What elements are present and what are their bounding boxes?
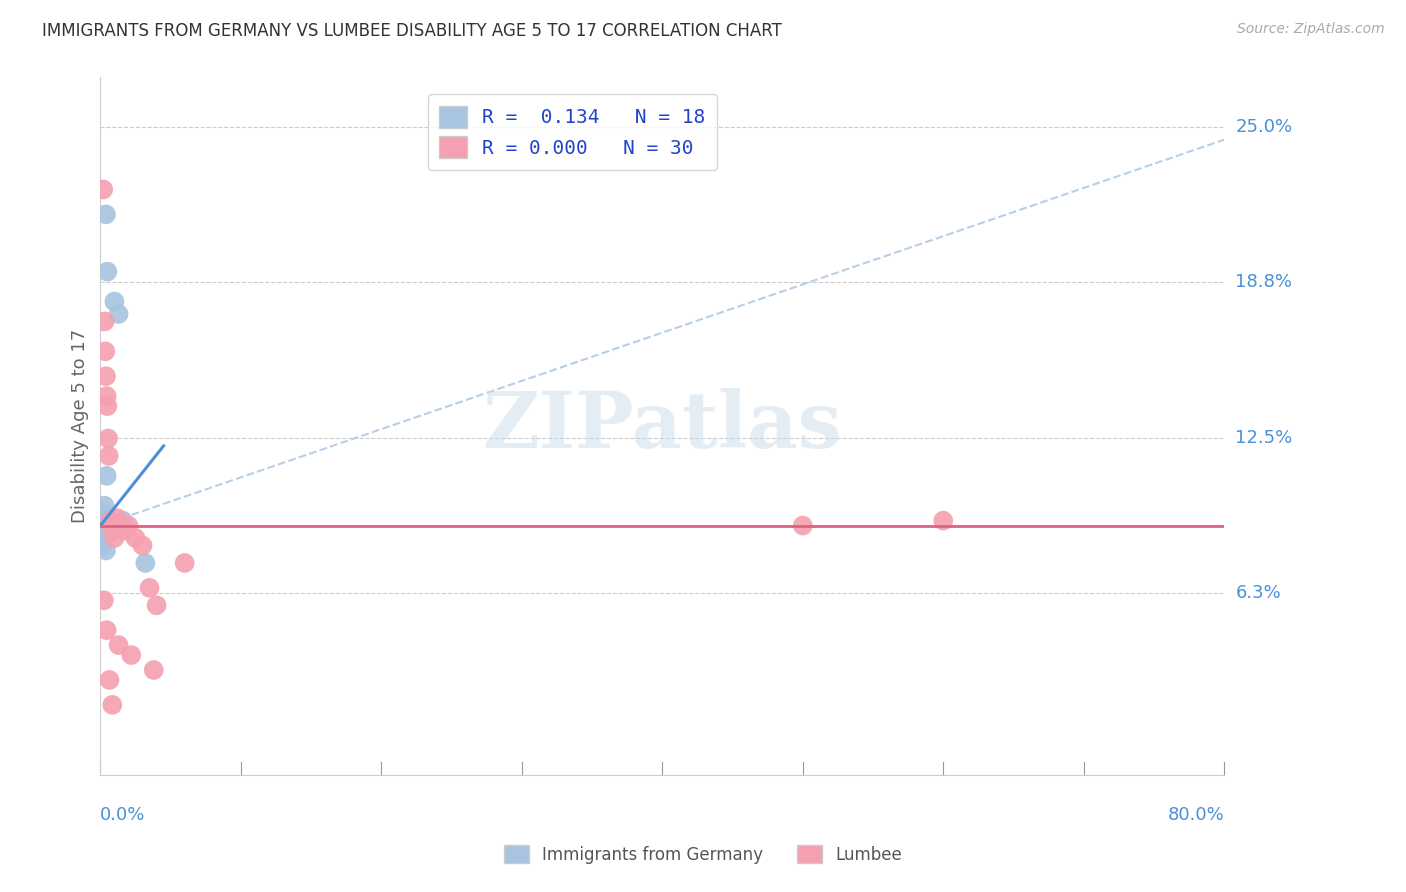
Point (173, 556, 195, 570)
Point (93, 314, 115, 328)
Point (96, 511, 118, 525)
Point (94, 543, 117, 558)
Point (932, 514, 955, 528)
Text: 6.3%: 6.3% (1236, 584, 1281, 602)
Text: Source: ZipAtlas.com: Source: ZipAtlas.com (1237, 22, 1385, 37)
Point (142, 663, 165, 677)
Point (94, 524, 117, 538)
Point (91, 531, 114, 545)
Point (124, 531, 146, 545)
Point (94, 518, 117, 533)
Point (94, 369, 117, 384)
Point (120, 648, 142, 662)
Point (93, 499, 115, 513)
Point (107, 638, 129, 652)
Point (96, 623, 118, 637)
Point (96, 265, 118, 279)
Point (134, 556, 156, 570)
Legend: R =  0.134   N = 18, R = 0.000   N = 30: R = 0.134 N = 18, R = 0.000 N = 30 (427, 95, 717, 170)
Point (107, 307, 129, 321)
Legend: Immigrants from Germany, Lumbee: Immigrants from Germany, Lumbee (498, 838, 908, 871)
Text: 18.8%: 18.8% (1236, 273, 1292, 291)
Point (93, 593, 115, 607)
Text: ZIPatlas: ZIPatlas (482, 388, 842, 464)
Point (101, 698, 124, 712)
Point (96, 468, 118, 483)
Point (101, 524, 124, 538)
Point (96, 389, 118, 403)
Point (100, 518, 122, 533)
Text: 80.0%: 80.0% (1167, 806, 1225, 824)
Point (97, 449, 120, 463)
Point (93, 518, 115, 533)
Point (91, 182, 114, 196)
Point (94, 344, 117, 359)
Point (93, 514, 115, 528)
Point (98, 673, 121, 687)
Y-axis label: Disability Age 5 to 17: Disability Age 5 to 17 (72, 329, 89, 523)
Point (138, 581, 160, 595)
Point (131, 539, 153, 553)
Point (97, 526, 120, 541)
Point (91, 539, 114, 553)
Point (97, 432, 120, 446)
Text: 0.0%: 0.0% (100, 806, 146, 824)
Point (792, 518, 814, 533)
Point (103, 531, 125, 545)
Point (105, 511, 128, 525)
Point (91, 506, 114, 520)
Text: 12.5%: 12.5% (1236, 429, 1292, 448)
Point (145, 599, 167, 613)
Text: 25.0%: 25.0% (1236, 119, 1292, 136)
Point (94, 207, 117, 221)
Point (103, 294, 125, 309)
Point (98, 514, 121, 528)
Point (117, 518, 139, 533)
Point (110, 518, 132, 533)
Text: IMMIGRANTS FROM GERMANY VS LUMBEE DISABILITY AGE 5 TO 17 CORRELATION CHART: IMMIGRANTS FROM GERMANY VS LUMBEE DISABI… (42, 22, 782, 40)
Point (114, 524, 136, 538)
Point (96, 399, 118, 413)
Point (111, 514, 134, 528)
